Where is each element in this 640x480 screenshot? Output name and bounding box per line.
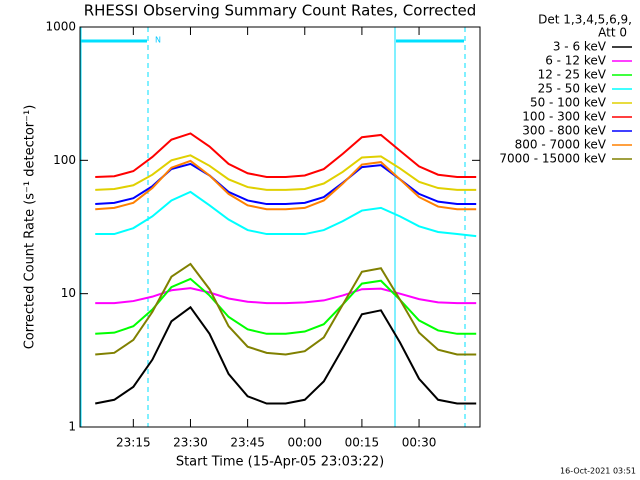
series-line	[95, 262, 477, 356]
x-tick-label: 00:30	[402, 436, 437, 450]
series-line	[95, 154, 477, 191]
chart-title: RHESSI Observing Summary Count Rates, Co…	[84, 2, 477, 20]
series-line	[95, 277, 477, 335]
y-axis-label: Corrected Count Rate (s⁻¹ detector⁻¹)	[23, 105, 38, 350]
legend-label: 300 - 800 keV	[522, 124, 606, 138]
legend-header: Att 0	[598, 26, 627, 40]
x-tick-label: 00:00	[287, 436, 322, 450]
x-tick-label: 00:15	[345, 436, 380, 450]
series-line	[95, 190, 477, 238]
series-line	[95, 159, 477, 211]
series-line	[95, 305, 477, 405]
plot-frame	[79, 26, 481, 428]
annotation: N	[155, 36, 161, 45]
legend-label: 800 - 7000 keV	[515, 138, 607, 152]
y-tick-label: 1000	[45, 20, 76, 34]
x-tick-label: 23:30	[173, 436, 208, 450]
legend-label: 3 - 6 keV	[553, 40, 607, 54]
x-axis-label: Start Time (15-Apr-05 23:03:22)	[176, 455, 384, 470]
flags	[80, 27, 466, 427]
y-tick-label: 10	[61, 286, 76, 300]
series-line	[95, 132, 477, 178]
footer: 16-Oct-2021 03:51	[560, 467, 636, 476]
legend-label: 6 - 12 keV	[545, 54, 607, 68]
legend-label: 7000 - 15000 keV	[499, 152, 606, 166]
series-line	[95, 287, 477, 305]
legend-label: 50 - 100 keV	[530, 96, 607, 110]
legend-header: Det 1,3,4,5,6,9,	[538, 13, 632, 27]
legend-label: 25 - 50 keV	[538, 82, 607, 96]
x-tick-label: 23:45	[230, 436, 265, 450]
x-tick-label: 23:15	[116, 436, 151, 450]
legend-label: 100 - 300 keV	[522, 110, 606, 124]
y-tick-label: 100	[53, 153, 76, 167]
y-tick-label: 1	[68, 420, 76, 434]
legend-label: 12 - 25 keV	[538, 68, 607, 82]
